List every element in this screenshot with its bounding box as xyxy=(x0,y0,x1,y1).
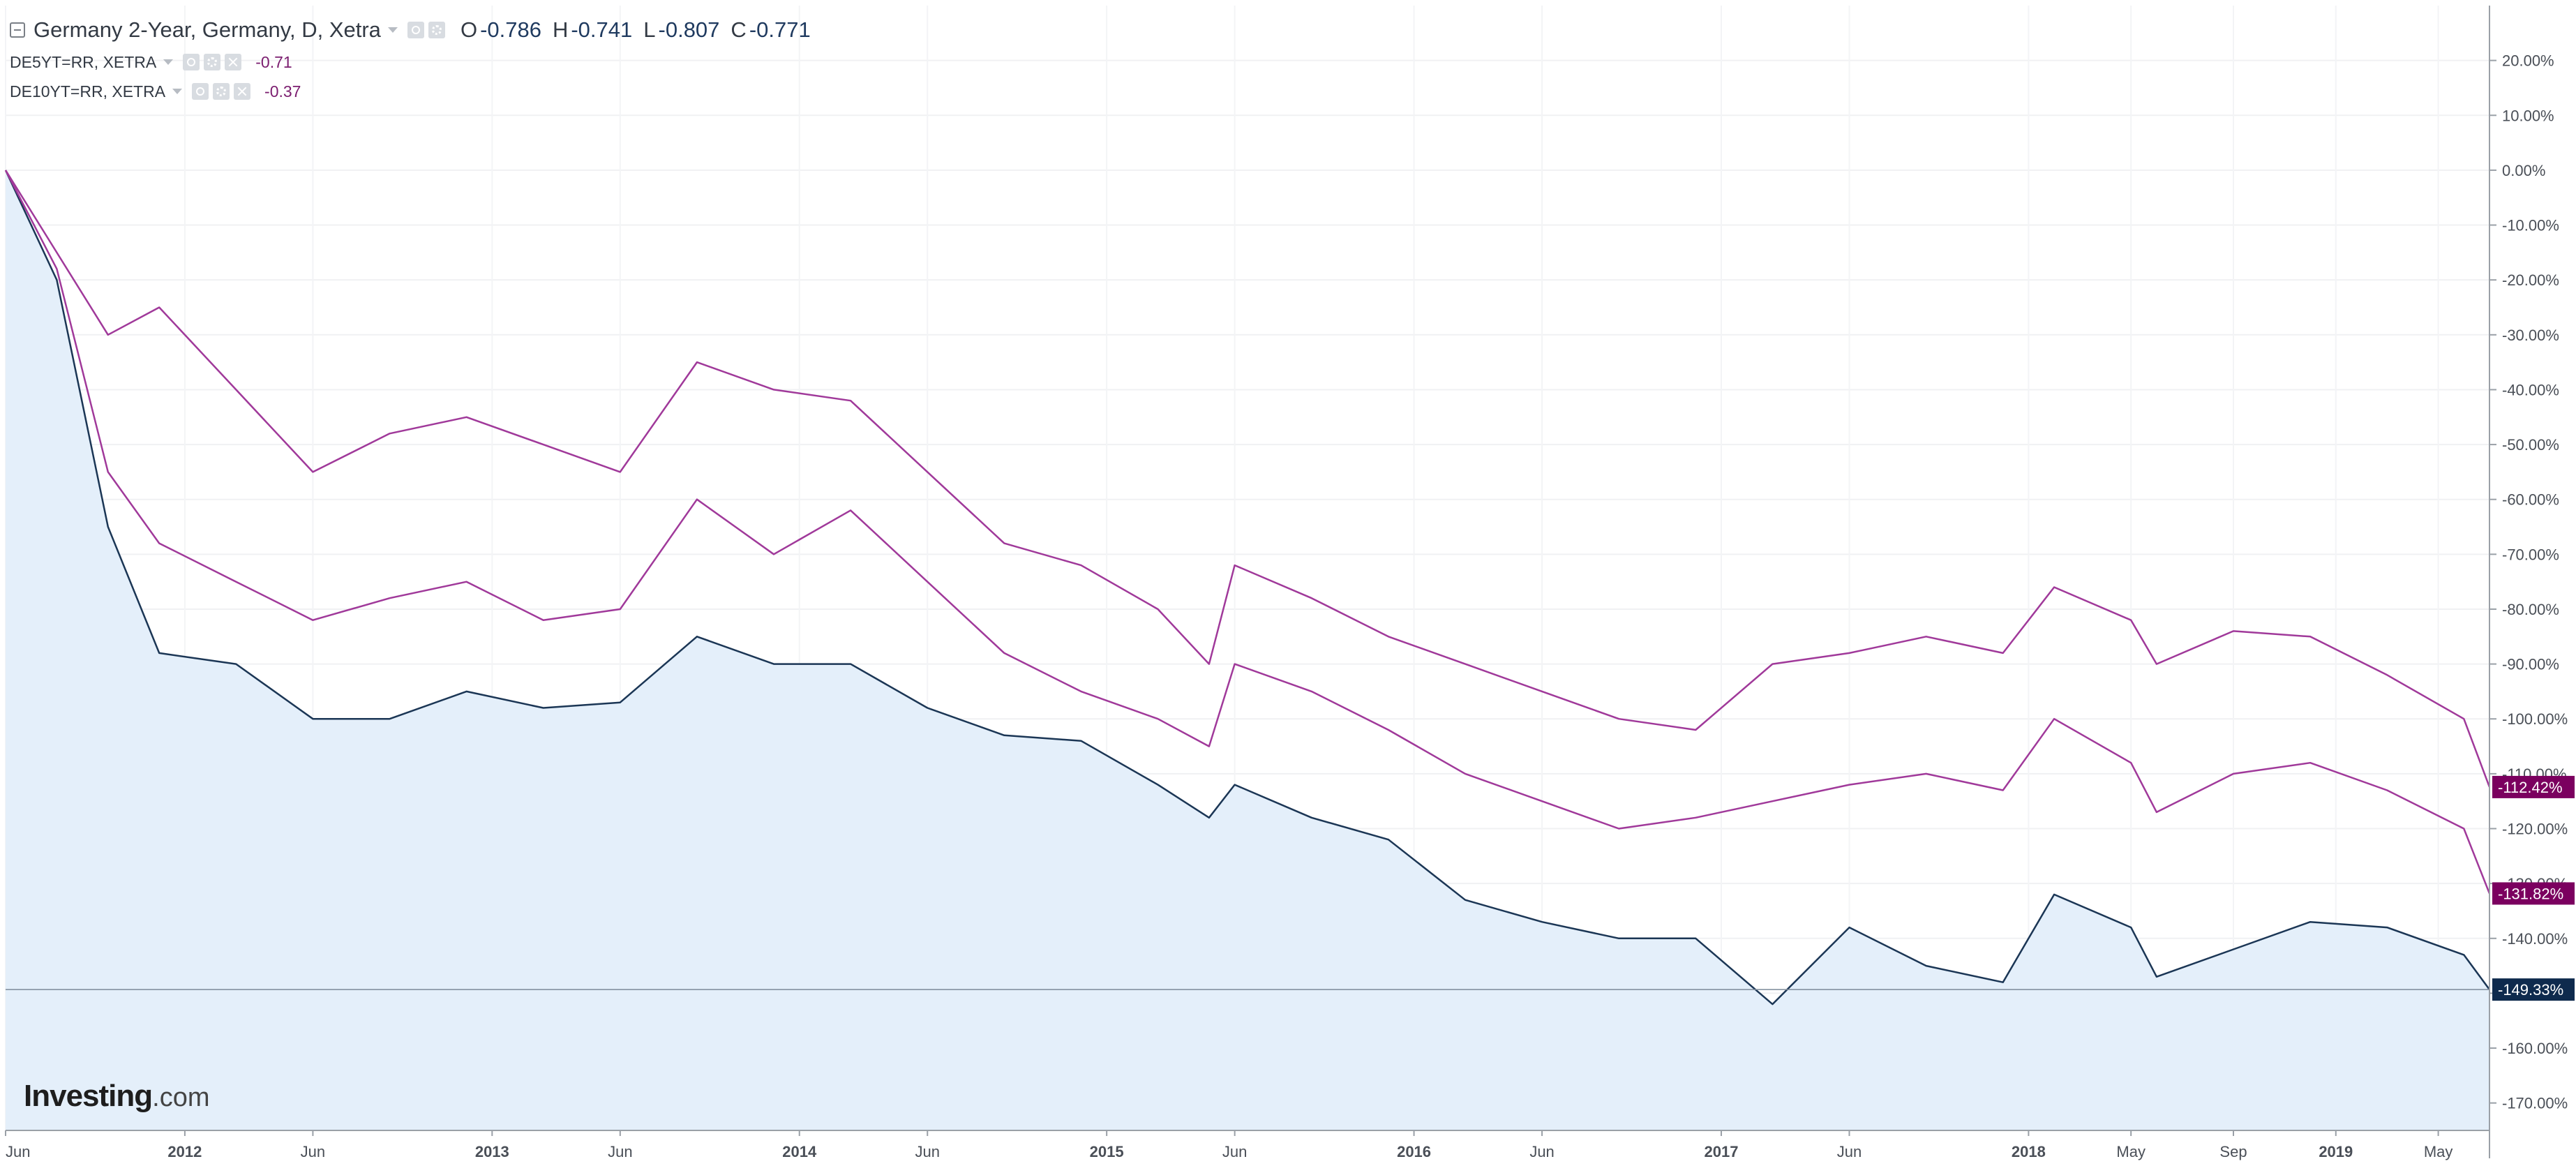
visibility-icon[interactable] xyxy=(183,54,200,70)
open-key: O xyxy=(460,17,478,42)
last-value-label-2: -112.42% xyxy=(2492,775,2575,798)
chevron-down-icon[interactable] xyxy=(387,27,398,33)
investing-logo: Investing.com xyxy=(24,1079,210,1114)
y-tick-label: -70.00% xyxy=(2502,546,2559,563)
last-value-label-bg xyxy=(2492,775,2575,798)
last-value-label-bg xyxy=(2492,882,2575,905)
chevron-down-icon[interactable] xyxy=(163,59,174,65)
y-tick-label: -120.00% xyxy=(2502,821,2568,838)
compare-series-value: -0.37 xyxy=(264,82,301,100)
x-tick-label: Jun xyxy=(915,1143,939,1160)
x-tick-label: 2018 xyxy=(2012,1143,2046,1160)
y-tick-label: -160.00% xyxy=(2502,1040,2568,1057)
high-value: -0.741 xyxy=(571,17,633,42)
legend-sub-row-de10y: DE10YT=RR, XETRA -0.37 xyxy=(10,77,811,106)
y-tick-label: 0.00% xyxy=(2502,162,2545,179)
x-tick-label: 2014 xyxy=(782,1143,817,1160)
settings-icon[interactable] xyxy=(213,83,230,100)
last-value-label-text: -131.82% xyxy=(2498,885,2563,902)
series-line-0 xyxy=(4,170,2491,1006)
x-tick-label: Jun xyxy=(1222,1143,1247,1160)
x-tick-label: 2017 xyxy=(1704,1143,1738,1160)
x-tick-label: May xyxy=(2424,1143,2453,1160)
logo-suffix: .com xyxy=(152,1083,210,1112)
close-value: -0.771 xyxy=(749,17,811,42)
series-line-2 xyxy=(4,170,2491,788)
logo-brand: Investing xyxy=(24,1079,153,1113)
collapse-icon[interactable] xyxy=(10,22,25,38)
x-tick-label: 2012 xyxy=(167,1143,202,1160)
y-tick-label: -100.00% xyxy=(2502,710,2568,728)
x-tick-label: Sep xyxy=(2219,1143,2247,1160)
close-key: C xyxy=(731,17,747,42)
area-layer xyxy=(6,170,2489,1130)
x-tick-label: Jun xyxy=(608,1143,632,1160)
x-tick-label: May xyxy=(2116,1143,2146,1160)
visibility-icon[interactable] xyxy=(192,83,209,100)
axes: 20.00% 10.00% 0.00% -10.00% -20.00% -30.00% -4… xyxy=(5,6,2568,1160)
y-tick-label: -20.00% xyxy=(2502,271,2559,289)
open-value: -0.786 xyxy=(480,17,541,42)
last-value-label-text: -149.33% xyxy=(2498,981,2563,999)
close-icon[interactable] xyxy=(225,54,242,70)
last-value-label-1: -131.82% xyxy=(2492,882,2575,905)
x-tick-label: Jun xyxy=(301,1143,325,1160)
last-value-labels: -149.33% -131.82% -112.42% xyxy=(2492,775,2575,1001)
y-tick-label: -50.00% xyxy=(2502,436,2559,454)
x-tick-label: Jun xyxy=(1529,1143,1554,1160)
y-tick-label: -90.00% xyxy=(2502,656,2559,673)
x-tick-label: 2013 xyxy=(475,1143,509,1160)
y-tick-label: 20.00% xyxy=(2502,52,2554,70)
settings-icon[interactable] xyxy=(428,22,445,38)
x-tick-label: 2019 xyxy=(2319,1143,2353,1160)
low-value: -0.807 xyxy=(658,17,720,42)
main-series-area xyxy=(6,170,2489,1130)
x-tick-label: Jun xyxy=(6,1143,30,1160)
legend-sub-row-de5y: DE5YT=RR, XETRA -0.71 xyxy=(10,47,811,77)
main-series-title[interactable]: Germany 2-Year, Germany, D, Xetra xyxy=(33,17,381,42)
low-key: L xyxy=(643,17,656,42)
settings-icon[interactable] xyxy=(204,54,221,70)
y-tick-label: -140.00% xyxy=(2502,930,2568,948)
last-value-label-text: -112.42% xyxy=(2498,779,2563,796)
y-tick-label: -60.00% xyxy=(2502,491,2559,509)
last-value-label-bg xyxy=(2492,978,2575,1001)
high-key: H xyxy=(552,17,569,42)
series-line-1 xyxy=(4,170,2491,894)
visibility-icon[interactable] xyxy=(407,22,424,38)
legend: Germany 2-Year, Germany, D, Xetra O -0.7… xyxy=(10,13,811,106)
y-tick-label: -40.00% xyxy=(2502,381,2559,398)
x-tick-label: Jun xyxy=(1837,1143,1862,1160)
y-tick-label: 10.00% xyxy=(2502,107,2554,124)
chevron-down-icon[interactable] xyxy=(172,89,183,94)
x-tick-label: 2016 xyxy=(1397,1143,1431,1160)
y-tick-label: -30.00% xyxy=(2502,327,2559,344)
y-tick-label: -10.00% xyxy=(2502,217,2559,234)
series-layer xyxy=(4,170,2491,1006)
last-value-label-0: -149.33% xyxy=(2492,978,2575,1001)
x-tick-label: 2015 xyxy=(1090,1143,1124,1160)
compare-series-title[interactable]: DE5YT=RR, XETRA xyxy=(10,52,157,71)
compare-series-title[interactable]: DE10YT=RR, XETRA xyxy=(10,82,166,100)
compare-series-value: -0.71 xyxy=(255,52,292,71)
y-tick-label: -80.00% xyxy=(2502,601,2559,618)
close-icon[interactable] xyxy=(234,83,251,100)
legend-main-row: Germany 2-Year, Germany, D, Xetra O -0.7… xyxy=(10,13,811,47)
y-tick-label: -170.00% xyxy=(2502,1095,2568,1112)
